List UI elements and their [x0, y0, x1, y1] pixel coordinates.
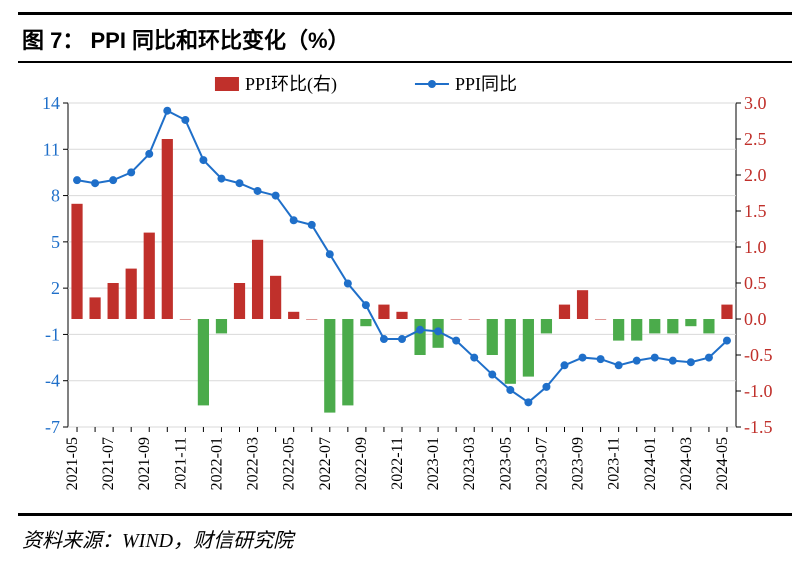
svg-text:2.5: 2.5 [744, 129, 767, 149]
svg-text:2022-03: 2022-03 [245, 437, 262, 490]
svg-text:2021-05: 2021-05 [64, 437, 81, 490]
svg-text:2.0: 2.0 [744, 165, 767, 185]
svg-text:2022-05: 2022-05 [281, 437, 298, 490]
svg-text:2023-07: 2023-07 [533, 437, 550, 490]
svg-text:2022-11: 2022-11 [389, 437, 406, 490]
svg-text:2023-03: 2023-03 [461, 437, 478, 490]
svg-text:1.5: 1.5 [744, 201, 767, 221]
chart-svg: -7 -4 -1 2 5 8 11 14 -1.5 -1.0 -0.5 0.0 0.5 1.0 1.5 2.0… [18, 69, 792, 509]
svg-text:-4: -4 [45, 370, 60, 390]
svg-text:0.5: 0.5 [744, 273, 767, 293]
chart-area: -7 -4 -1 2 5 8 11 14 -1.5 -1.0 -0.5 0.0 0.5 1.0 1.5 2.0… [18, 69, 792, 509]
svg-text:11: 11 [43, 139, 60, 159]
svg-text:2021-07: 2021-07 [100, 437, 117, 490]
svg-text:2023-09: 2023-09 [570, 437, 587, 490]
svg-text:2022-09: 2022-09 [353, 437, 370, 490]
svg-text:2021-09: 2021-09 [136, 437, 153, 490]
svg-text:2022-01: 2022-01 [208, 437, 225, 490]
svg-text:PPI同比: PPI同比 [455, 74, 517, 94]
svg-text:5: 5 [51, 231, 60, 251]
svg-text:2: 2 [51, 278, 60, 298]
svg-text:8: 8 [51, 185, 60, 205]
svg-text:14: 14 [42, 93, 60, 113]
svg-text:-1.0: -1.0 [744, 381, 773, 401]
svg-text:2024-03: 2024-03 [678, 437, 695, 490]
svg-text:2021-11: 2021-11 [172, 437, 189, 490]
svg-text:2023-01: 2023-01 [425, 437, 442, 490]
svg-text:-7: -7 [45, 417, 60, 437]
svg-text:2024-05: 2024-05 [714, 437, 731, 490]
chart-title: 图 7： PPI 同比和环比变化（%） [18, 15, 792, 61]
svg-text:2023-05: 2023-05 [497, 437, 514, 490]
source-line: 资料来源：WIND，财信研究院 [18, 516, 792, 553]
title-text: PPI 同比和环比变化（%） [90, 28, 349, 53]
svg-text:-0.5: -0.5 [744, 345, 773, 365]
title-underline [18, 61, 792, 63]
svg-text:PPI环比(右): PPI环比(右) [245, 74, 337, 95]
svg-text:-1: -1 [45, 324, 60, 344]
svg-text:3.0: 3.0 [744, 93, 767, 113]
title-prefix: 图 7： [22, 28, 84, 53]
svg-text:2024-01: 2024-01 [642, 437, 659, 490]
svg-text:2022-07: 2022-07 [317, 437, 334, 490]
svg-text:1.0: 1.0 [744, 237, 767, 257]
svg-text:2023-11: 2023-11 [606, 437, 623, 490]
svg-text:-1.5: -1.5 [744, 417, 773, 437]
svg-text:0.0: 0.0 [744, 309, 767, 329]
